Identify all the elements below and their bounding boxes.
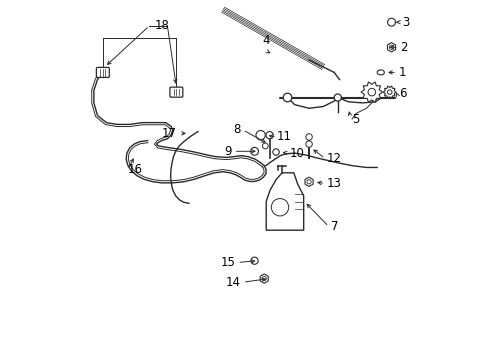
Text: 18: 18 [154, 19, 169, 32]
Circle shape [367, 88, 375, 96]
Circle shape [387, 18, 395, 26]
Text: 15: 15 [220, 256, 235, 269]
Circle shape [305, 134, 312, 140]
Polygon shape [305, 177, 312, 186]
Text: 16: 16 [128, 163, 142, 176]
Text: 1: 1 [398, 66, 406, 79]
Text: 2: 2 [400, 41, 407, 54]
Text: 5: 5 [351, 113, 359, 126]
Polygon shape [265, 173, 303, 230]
Text: 9: 9 [224, 145, 231, 158]
Polygon shape [386, 42, 395, 52]
Text: 12: 12 [326, 152, 341, 165]
Circle shape [386, 90, 391, 94]
Text: 3: 3 [402, 16, 409, 29]
Circle shape [388, 45, 393, 49]
Circle shape [305, 141, 312, 147]
Circle shape [262, 143, 267, 149]
Circle shape [306, 180, 310, 184]
Text: 14: 14 [225, 276, 241, 289]
Circle shape [271, 199, 288, 216]
Text: 8: 8 [233, 123, 241, 136]
Text: 10: 10 [289, 147, 304, 159]
Circle shape [255, 131, 265, 140]
Circle shape [333, 94, 341, 101]
FancyBboxPatch shape [96, 67, 109, 77]
Polygon shape [260, 274, 268, 283]
Circle shape [250, 147, 258, 155]
Polygon shape [360, 82, 382, 102]
Polygon shape [383, 86, 395, 98]
Text: 4: 4 [262, 34, 269, 47]
Text: 17: 17 [161, 127, 176, 140]
Circle shape [283, 93, 291, 102]
Circle shape [265, 132, 273, 139]
Text: 13: 13 [326, 177, 341, 190]
Text: 6: 6 [398, 87, 406, 100]
Circle shape [250, 257, 258, 264]
Ellipse shape [376, 70, 384, 75]
Circle shape [272, 149, 279, 155]
Text: 7: 7 [330, 220, 337, 233]
FancyBboxPatch shape [169, 87, 183, 97]
Circle shape [262, 276, 266, 281]
Text: 11: 11 [276, 130, 291, 144]
